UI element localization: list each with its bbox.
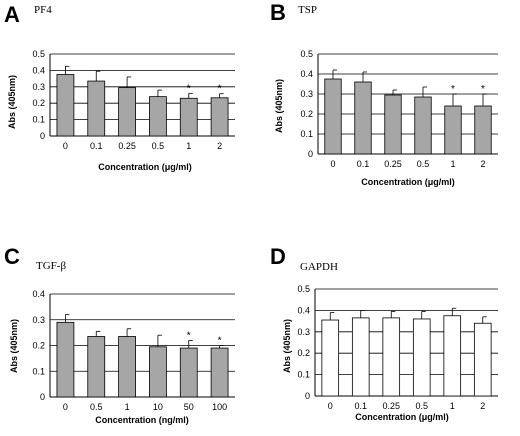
y-tick-label: 0.3 <box>32 82 45 92</box>
y-tick-label: 0.2 <box>297 348 310 358</box>
y-tick-label: 0.4 <box>300 69 313 79</box>
panel-d-chart: D GAPDH Abs (405nm) Concentration (μg/ml… <box>270 244 498 422</box>
bar <box>210 347 229 398</box>
x-tick-label: 50 <box>184 402 194 412</box>
panel-c-chart: C TGF-β Abs (405nm) Concentration (ng/ml… <box>4 244 235 425</box>
significance-marker: * <box>187 83 191 94</box>
significance-marker: * <box>187 330 191 341</box>
panel-letter: D <box>270 244 286 269</box>
bar <box>210 97 229 137</box>
x-tick-label: 0.5 <box>415 401 428 411</box>
bar <box>444 105 462 155</box>
bar <box>474 105 492 155</box>
y-tick-label: 0.2 <box>32 98 45 108</box>
x-tick-label: 100 <box>212 402 227 412</box>
y-axis-label: Abs (405nm) <box>9 319 19 373</box>
y-tick-label: 0.5 <box>32 49 45 59</box>
y-tick-label: 0 <box>305 391 310 401</box>
bar <box>149 96 167 137</box>
x-tick-label: 2 <box>480 401 485 411</box>
x-tick-label: 0.1 <box>354 401 367 411</box>
panel-b-chart: B TSP Abs (405nm) Concentration (μg/ml) … <box>270 0 498 187</box>
bar <box>412 318 431 397</box>
x-tick-label: 0.1 <box>90 141 103 151</box>
bar <box>179 347 198 398</box>
x-tick-label: 0 <box>330 159 335 169</box>
y-axis-label: Abs (405nm) <box>274 79 284 133</box>
x-tick-label: 0.25 <box>382 401 400 411</box>
x-tick-label: 0.25 <box>384 159 402 169</box>
significance-marker: * <box>218 84 222 95</box>
panel-letter: C <box>4 244 20 269</box>
x-axis-label: Concentration (μg/ml) <box>361 177 455 187</box>
bar <box>324 78 342 155</box>
x-axis-label: Concentration (μg/ml) <box>98 162 192 172</box>
x-tick-label: 1 <box>450 159 455 169</box>
y-tick-label: 0.5 <box>300 49 313 59</box>
x-tick-label: 0.5 <box>152 141 165 151</box>
chart-title: TGF-β <box>36 260 66 272</box>
x-tick-label: 0 <box>63 402 68 412</box>
x-tick-label: 10 <box>153 402 163 412</box>
chart-title: GAPDH <box>300 261 338 273</box>
bar <box>179 97 198 137</box>
y-tick-label: 0.1 <box>300 129 313 139</box>
bar <box>321 319 340 397</box>
x-tick-label: 1 <box>450 401 455 411</box>
x-tick-label: 0.5 <box>90 402 103 412</box>
bar <box>354 81 372 155</box>
x-tick-label: 0.25 <box>118 141 136 151</box>
bar <box>87 336 106 398</box>
bar <box>443 315 462 397</box>
significance-marker: * <box>481 84 485 95</box>
y-axis-label: Abs (405nm) <box>7 75 17 129</box>
y-axis-label: Abs (405nm) <box>282 319 292 373</box>
y-tick-label: 0.2 <box>32 341 45 351</box>
bar <box>473 322 492 397</box>
y-tick-label: 0.1 <box>32 115 45 125</box>
x-tick-label: 0 <box>63 141 68 151</box>
panel-a-chart: A PF4 Abs (405nm) Concentration (μg/ml) … <box>4 2 235 172</box>
bar <box>56 74 75 137</box>
x-axis-label: Concentration (ng/ml) <box>95 415 189 425</box>
bar <box>56 321 75 398</box>
y-tick-label: 0 <box>40 131 45 141</box>
bar <box>384 94 402 155</box>
chart-title: PF4 <box>34 4 52 16</box>
x-tick-label: 2 <box>480 159 485 169</box>
panel-letter: B <box>270 0 286 25</box>
y-tick-label: 0.4 <box>32 65 45 75</box>
x-tick-label: 0 <box>328 401 333 411</box>
bar <box>87 80 106 137</box>
significance-marker: * <box>451 84 455 95</box>
y-tick-label: 0.4 <box>32 289 45 299</box>
y-tick-label: 0.1 <box>297 370 310 380</box>
x-axis-label: Concentration (μg/ml) <box>355 412 449 422</box>
x-tick-label: 1 <box>186 141 191 151</box>
significance-marker: * <box>218 336 222 347</box>
x-tick-label: 1 <box>125 402 130 412</box>
y-tick-label: 0.4 <box>297 305 310 315</box>
x-tick-label: 0.1 <box>357 159 370 169</box>
y-tick-label: 0 <box>40 392 45 402</box>
bar <box>382 317 401 397</box>
chart-title: TSP <box>298 4 317 16</box>
bar <box>351 317 370 397</box>
bar <box>118 87 136 137</box>
bar <box>118 336 136 398</box>
y-tick-label: 0.5 <box>297 284 310 294</box>
y-tick-label: 0.1 <box>32 366 45 376</box>
bar <box>414 96 432 155</box>
bar <box>149 346 167 398</box>
y-tick-label: 0.3 <box>32 315 45 325</box>
panel-letter: A <box>4 2 20 27</box>
x-tick-label: 0.5 <box>417 159 430 169</box>
y-tick-label: 0 <box>308 149 313 159</box>
y-tick-label: 0.3 <box>300 89 313 99</box>
y-tick-label: 0.3 <box>297 327 310 337</box>
y-tick-label: 0.2 <box>300 109 313 119</box>
x-tick-label: 2 <box>217 141 222 151</box>
